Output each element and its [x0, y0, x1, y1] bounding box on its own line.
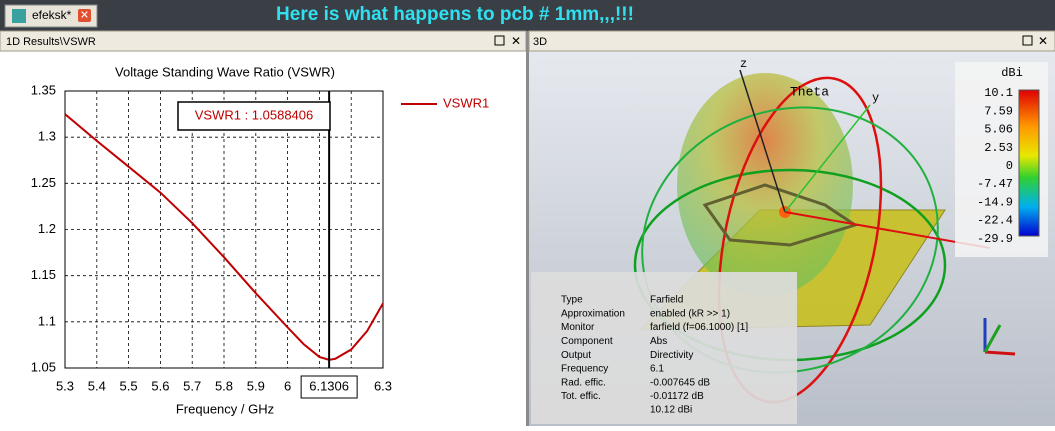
info-value: -0.007645 dB: [650, 377, 710, 388]
title-bar: [0, 0, 1055, 31]
close[interactable]: ✕: [1038, 34, 1048, 48]
plot-frame: [64, 90, 384, 369]
info-key: Monitor: [561, 322, 595, 333]
close-glyph: ✕: [80, 9, 89, 21]
x-tick-label: 5.8: [215, 378, 233, 393]
colorbar-label: 7.59: [984, 104, 1013, 118]
maximize[interactable]: [1022, 35, 1033, 46]
x-tick-label: 5.9: [247, 378, 265, 393]
info-key: Rad. effic.: [561, 377, 606, 388]
y-tick-label: 1.3: [38, 129, 56, 144]
y-tick-label: 1.25: [31, 175, 56, 190]
info-value: farfield (f=06.1000) [1]: [650, 322, 748, 333]
marker-x-box: [300, 375, 358, 399]
close[interactable]: ✕: [511, 34, 521, 48]
marker-label: VSWR1 : 1.0588406: [195, 107, 314, 122]
info-key: Approximation: [561, 308, 625, 319]
tab[interactable]: [4, 4, 98, 28]
info-key: Component: [561, 336, 613, 347]
tab-icon: [12, 9, 26, 23]
legend-label: VSWR1: [443, 95, 489, 110]
colorbar-unit: dBi: [1001, 66, 1023, 80]
info-key: Tot. effic.: [561, 391, 601, 402]
axis-label: z: [740, 57, 747, 71]
chart-title: Voltage Standing Wave Ratio (VSWR): [115, 64, 335, 79]
x-tick-label: 6: [284, 378, 291, 393]
info-value: -0.01172 dB: [650, 391, 704, 402]
x-tick-label: 6.3: [374, 378, 392, 393]
colorbar-label: 5.06: [984, 123, 1013, 137]
colorbar-label: -29.9: [977, 232, 1013, 246]
marker-x-label: 6.1306: [309, 378, 349, 393]
panel-title: 1D Results\VSWR: [6, 36, 96, 48]
splitter: [526, 31, 529, 426]
colorbar-label: 2.53: [984, 141, 1013, 155]
y-tick-label: 1.15: [31, 267, 56, 282]
info-value: Farfield: [650, 295, 683, 306]
info-key: Frequency: [561, 364, 608, 375]
x-tick-label: 5.4: [88, 378, 106, 393]
colorbar-label: -7.47: [977, 177, 1013, 191]
left-panel: [0, 31, 526, 426]
x-tick-label: 5.3: [56, 378, 74, 393]
info-key: Type: [561, 295, 583, 306]
panel-header: [528, 30, 1055, 52]
y-tick-label: 1.2: [38, 221, 56, 236]
marker-label-box: [177, 101, 331, 131]
info-value: Abs: [650, 336, 667, 347]
info-key: Output: [561, 350, 591, 361]
y-tick-label: 1.35: [31, 82, 56, 97]
y-tick-label: 1.05: [31, 359, 56, 374]
info-box: [531, 272, 797, 424]
info-value: 6.1: [650, 364, 664, 375]
series-line: [64, 113, 384, 361]
info-value: enabled (kR >> 1): [650, 308, 730, 319]
colorbar-label: -22.4: [977, 214, 1013, 228]
x-tick-label: 5.6: [151, 378, 169, 393]
banner: Here is what happens to pcb # 1mm,,,!!!: [276, 4, 634, 25]
axis-label: Theta: [790, 84, 829, 99]
x-tick-label: 5.5: [120, 378, 138, 393]
colorbar-label: -14.9: [977, 195, 1013, 209]
panel-title: 3D: [533, 36, 547, 48]
info-value: Directivity: [650, 350, 693, 361]
info-value: 10.12 dBi: [650, 405, 692, 416]
x-axis-label: Frequency / GHz: [176, 401, 274, 416]
tab-label: efeksk*: [32, 8, 72, 22]
x-tick-label: 5.7: [183, 378, 201, 393]
maximize[interactable]: [494, 35, 505, 46]
axis-label: y: [872, 91, 879, 105]
tab-close[interactable]: [78, 9, 91, 22]
y-tick-label: 1.1: [38, 313, 56, 328]
colorbar: [1018, 89, 1040, 237]
colorbar-label: 0: [1006, 159, 1013, 173]
colorbar-label: 10.1: [984, 86, 1013, 100]
